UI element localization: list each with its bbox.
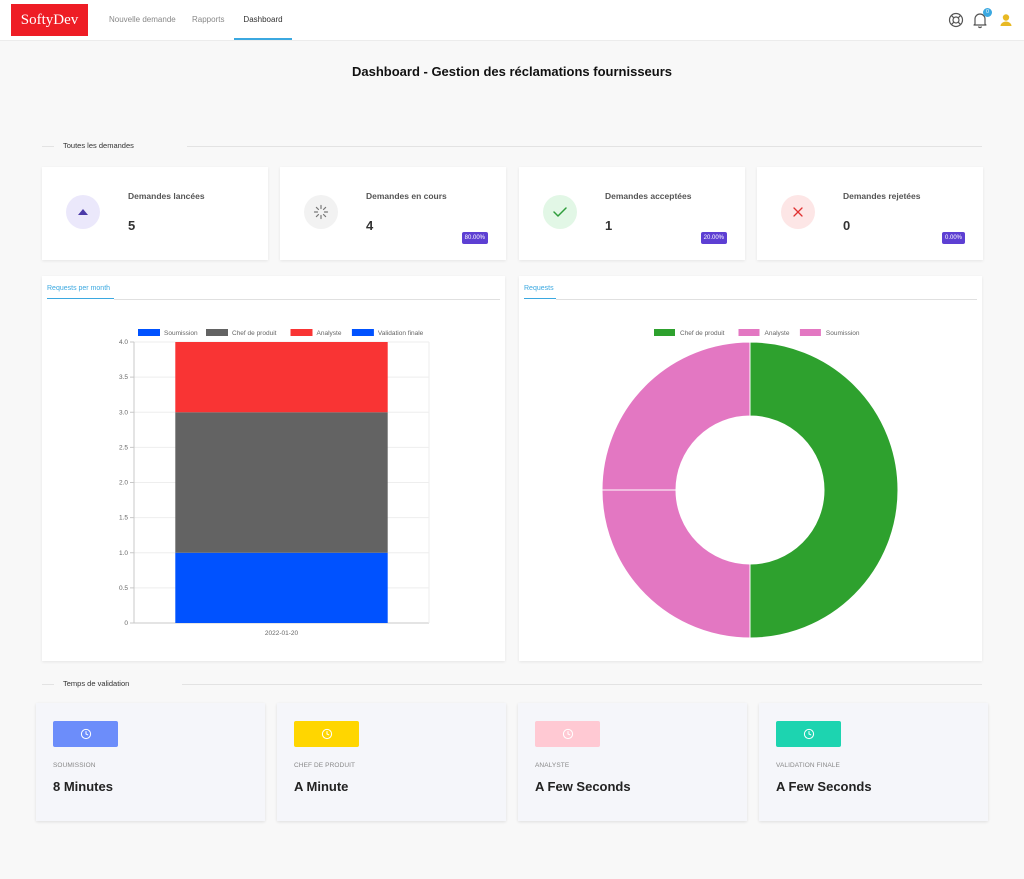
clock-icon (294, 721, 359, 747)
legend-item[interactable]: Soumission (799, 329, 860, 337)
bell-icon[interactable] (971, 11, 989, 29)
legend-label: Analyste (765, 330, 790, 337)
y-tick-label: 1.5 (119, 515, 128, 522)
bar-segment[interactable] (175, 552, 388, 623)
clock-icon (53, 721, 118, 747)
validation-label: SOUMISSION (53, 762, 96, 769)
nav-link-dashboard[interactable]: Dashboard (234, 0, 292, 40)
validation-time: A Few Seconds (535, 779, 631, 794)
tab-requests-per-month[interactable]: Requests per month (47, 285, 114, 299)
legend-label: Soumission (164, 330, 198, 337)
percent-badge: 80.00% (461, 232, 488, 244)
stat-card-accepted: Demandes acceptées 1 20.00% (519, 167, 745, 260)
user-icon[interactable] (997, 11, 1015, 29)
stat-card-in-progress: Demandes en cours 4 80.00% (280, 167, 506, 260)
stacked-bar-chart: Soumission Chef de produit Analyste Validat… (119, 329, 430, 637)
legend-swatch (654, 329, 675, 336)
validation-label: CHEF DE PRODUIT (294, 762, 356, 769)
stat-title: Demandes en cours (366, 191, 447, 201)
stat-title: Demandes lancées (128, 191, 205, 201)
validation-time: A Minute (294, 779, 349, 794)
validation-time: 8 Minutes (53, 779, 113, 794)
y-tick-label: 3.0 (119, 409, 128, 416)
brand-logo[interactable]: SoftyDev (11, 4, 88, 36)
notification-badge: 0 (983, 8, 992, 17)
navbar: SoftyDev Nouvelle demande Rapports Dashb… (0, 0, 1024, 41)
validation-card-analyste: ANALYSTE A Few Seconds (518, 703, 747, 821)
y-tick-label: 0.5 (119, 585, 128, 592)
section-all-requests: Toutes les demandes (42, 140, 982, 152)
legend-swatch (206, 329, 228, 336)
x-tick-label: 2022-01-20 (265, 630, 299, 637)
check-icon (543, 195, 577, 229)
clock-icon (776, 721, 841, 747)
legend-item[interactable]: Validation finale (351, 329, 424, 337)
y-tick-label: 3.5 (119, 374, 128, 381)
validation-card-chef-de-produit: CHEF DE PRODUIT A Minute (277, 703, 506, 821)
donut-chart: Chef de produit Analyste Soumission (601, 329, 899, 639)
legend-label: Soumission (826, 330, 860, 337)
stat-card-launched: Demandes lancées 5 (42, 167, 268, 260)
stat-value: 5 (128, 218, 136, 233)
legend-item[interactable]: Chef de produit (654, 329, 725, 337)
stat-value: 4 (366, 218, 374, 233)
validation-card-validation-finale: VALIDATION FINALE A Few Seconds (759, 703, 988, 821)
donut-slice[interactable] (601, 489, 751, 639)
legend-swatch (290, 329, 313, 336)
legend-item[interactable]: Analyste (290, 329, 342, 337)
donut-slice[interactable] (601, 341, 751, 491)
donut-chart-card: Requests Chef de produit Analyste Soumissi… (519, 276, 982, 661)
spinner-icon (304, 195, 338, 229)
legend-swatch (138, 329, 160, 336)
validation-label: ANALYSTE (535, 762, 570, 769)
nav-link-rapports[interactable]: Rapports (192, 15, 225, 24)
section-validation-time: Temps de validation (42, 678, 982, 690)
stat-title: Demandes acceptées (605, 191, 692, 201)
stat-card-rejected: Demandes rejetées 0 0.00% (757, 167, 983, 260)
legend-swatch (351, 329, 374, 336)
stat-value: 0 (843, 218, 851, 233)
legend-label: Chef de produit (232, 330, 277, 337)
bar-segment[interactable] (175, 412, 388, 553)
y-tick-label: 2.5 (119, 444, 128, 451)
validation-label: VALIDATION FINALE (776, 762, 840, 769)
y-tick-label: 0 (124, 620, 128, 627)
legend-item[interactable]: Chef de produit (206, 329, 277, 337)
legend-label: Chef de produit (680, 330, 725, 337)
close-icon (781, 195, 815, 229)
legend-item[interactable]: Soumission (138, 329, 198, 337)
clock-icon (535, 721, 600, 747)
stat-value: 1 (605, 218, 613, 233)
y-tick-label: 4.0 (119, 339, 128, 346)
y-tick-label: 2.0 (119, 480, 128, 487)
stat-title: Demandes rejetées (843, 191, 921, 201)
legend-label: Analyste (317, 330, 342, 337)
lifebuoy-icon[interactable] (947, 11, 965, 29)
legend-item[interactable]: Analyste (738, 329, 790, 337)
triangle-up-icon (66, 195, 100, 229)
donut-slice[interactable] (749, 341, 899, 639)
nav-link-nouvelle-demande[interactable]: Nouvelle demande (109, 15, 176, 24)
bar-segment[interactable] (175, 342, 388, 413)
legend-swatch (799, 329, 821, 336)
y-tick-label: 1.0 (119, 550, 128, 557)
section-all-requests-label: Toutes les demandes (63, 141, 134, 150)
legend-label: Validation finale (378, 330, 424, 337)
tab-requests[interactable]: Requests (524, 285, 556, 299)
validation-time: A Few Seconds (776, 779, 872, 794)
section-validation-time-label: Temps de validation (63, 679, 130, 688)
legend-swatch (738, 329, 760, 336)
percent-badge: 20.00% (700, 232, 727, 244)
bar-chart-card: Requests per month Soumission Chef de pro… (42, 276, 505, 661)
page-title: Dashboard - Gestion des réclamations fou… (351, 64, 673, 79)
percent-badge: 0.00% (941, 232, 965, 244)
validation-card-soumission: SOUMISSION 8 Minutes (36, 703, 265, 821)
